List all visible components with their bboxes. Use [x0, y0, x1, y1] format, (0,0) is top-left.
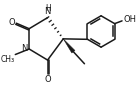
Text: O: O — [44, 75, 51, 84]
Text: O: O — [9, 18, 15, 27]
Text: H: H — [46, 4, 51, 13]
Text: OH: OH — [124, 15, 137, 24]
Text: N: N — [44, 7, 51, 16]
Text: CH₃: CH₃ — [0, 55, 14, 64]
Polygon shape — [63, 39, 75, 53]
Text: N: N — [21, 44, 27, 54]
